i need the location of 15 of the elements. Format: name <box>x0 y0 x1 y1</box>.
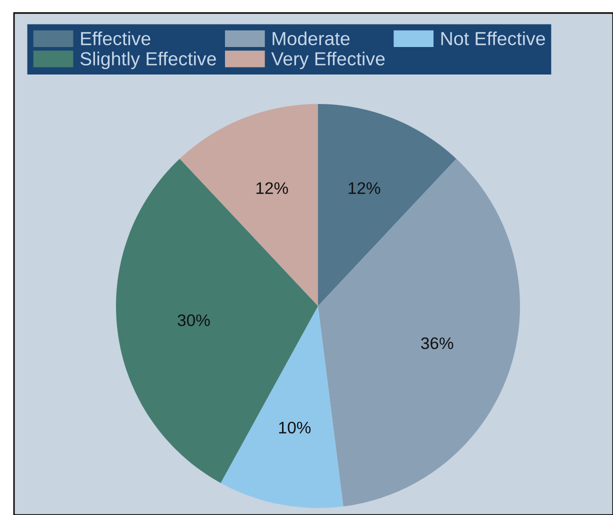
pie-slice <box>180 104 318 306</box>
data-label: 12% <box>348 182 380 194</box>
legend-label: Slightly Effective <box>80 52 216 70</box>
data-label: 10% <box>279 422 311 434</box>
pie-slice <box>220 306 344 508</box>
data-label: 36% <box>421 337 454 350</box>
legend-label: Effective <box>81 31 150 46</box>
data-label: 30% <box>178 314 210 326</box>
pie-slice <box>116 158 318 484</box>
legend-label: Not Effective <box>441 31 545 46</box>
data-label: 12% <box>256 182 288 194</box>
legend-label: Very Effective <box>271 52 385 70</box>
pie-slice <box>318 158 520 506</box>
pie-slice <box>318 104 456 306</box>
legend-label: Moderate <box>272 31 350 46</box>
